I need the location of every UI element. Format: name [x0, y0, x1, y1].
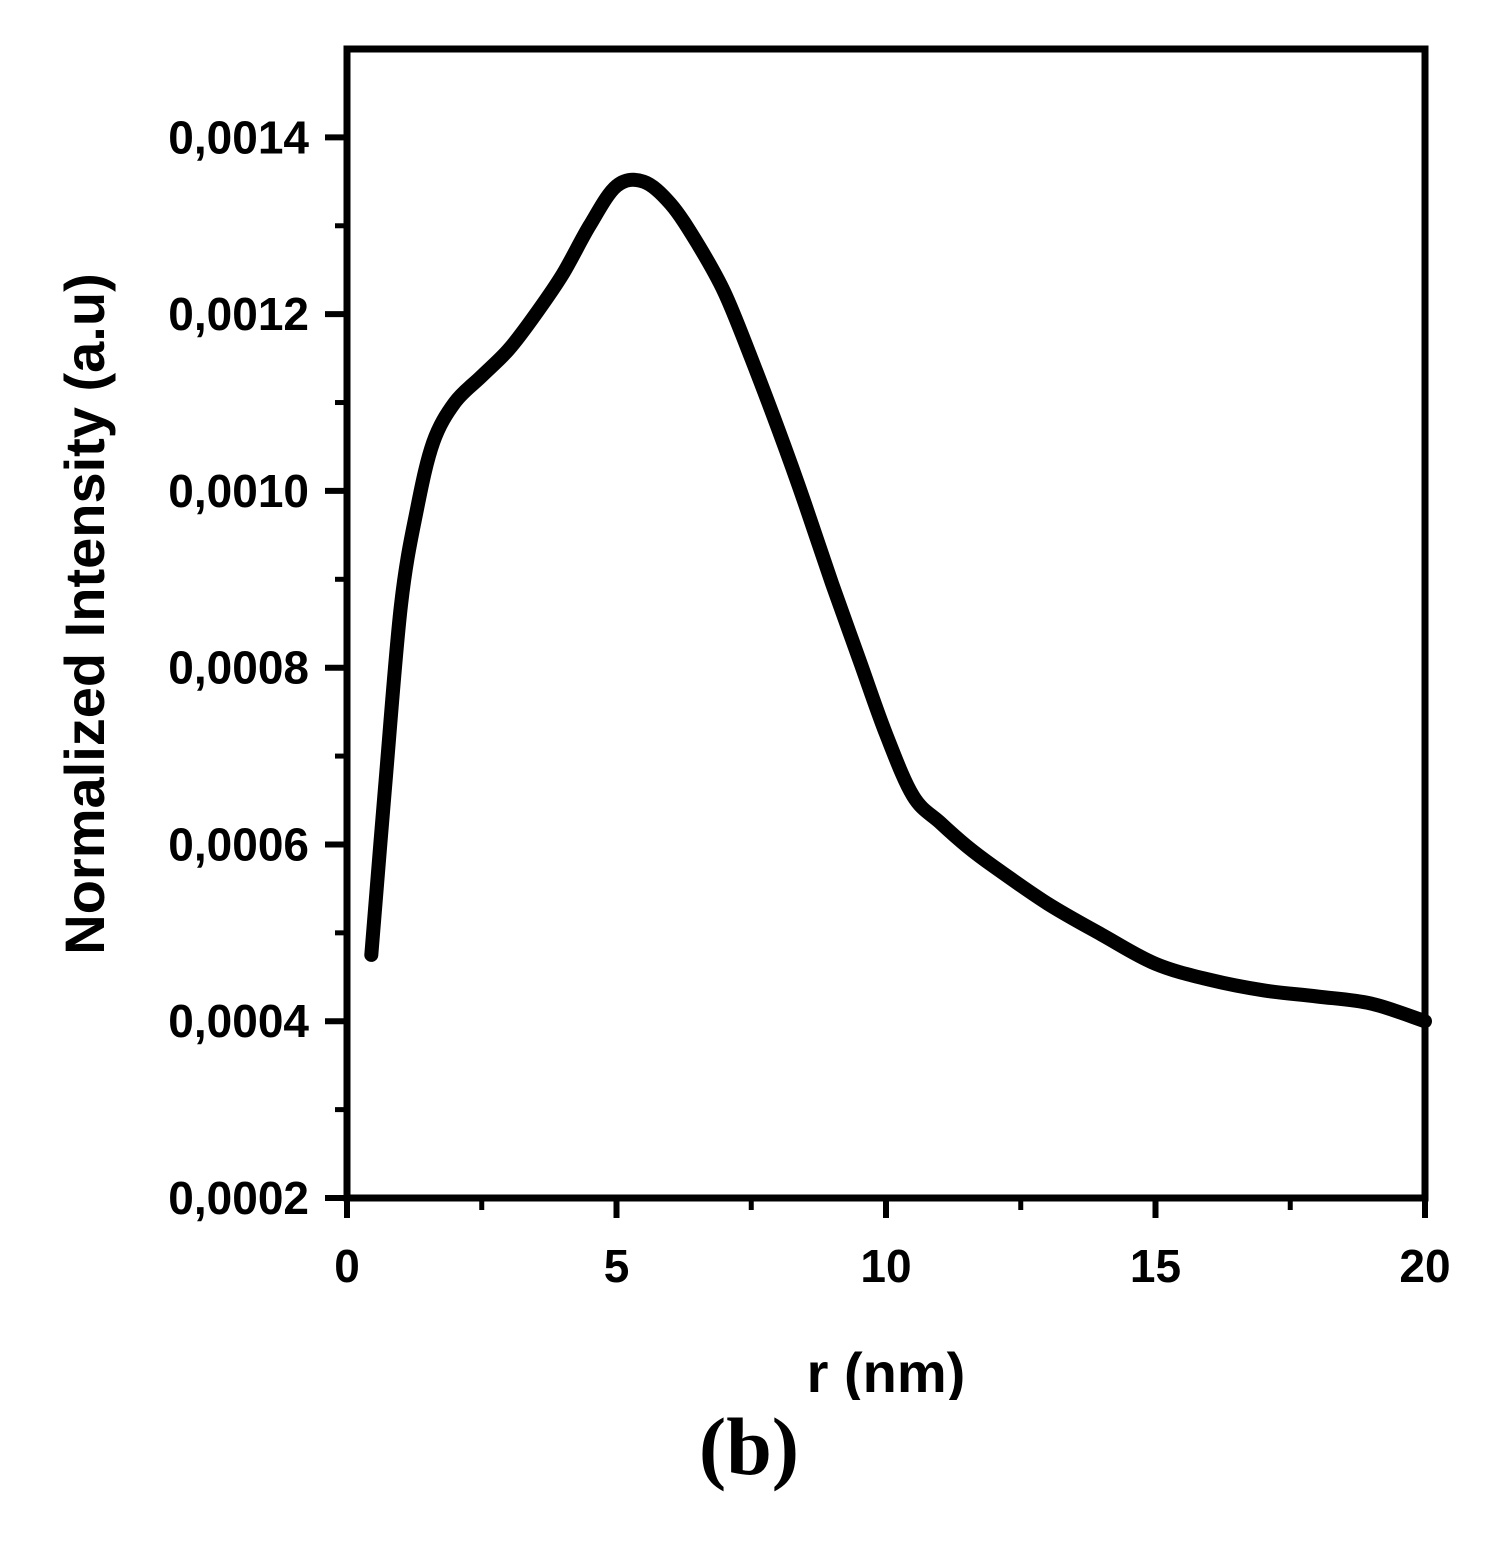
intensity-curve	[364, 172, 1432, 1029]
x-tick-label: 0	[334, 1240, 360, 1292]
y-tick-label: 0,0014	[168, 111, 309, 163]
y-axis-title: Normalized Intensity (a.u)	[53, 273, 116, 954]
x-tick-label: 20	[1399, 1240, 1450, 1292]
y-tick-label: 0,0010	[168, 465, 309, 517]
plot-frame	[343, 45, 1429, 1202]
y-tick-label: 0,0002	[168, 1172, 309, 1224]
y-tick-label: 0,0012	[168, 288, 309, 340]
x-axis-title: r (nm)	[807, 1341, 966, 1400]
line-chart: 0 5 10 15 20 0,0002 0,0004 0,0006 0,0008 0,0010 0,…	[53, 45, 1451, 1400]
x-tick-label: 15	[1130, 1240, 1181, 1292]
y-tick-label: 0,0008	[168, 642, 309, 694]
panel-label: (b)	[698, 1401, 800, 1492]
x-tick-label: 10	[860, 1240, 911, 1292]
y-tick-label: 0,0004	[168, 995, 309, 1047]
x-tick-label: 5	[604, 1240, 630, 1292]
y-tick-label: 0,0006	[168, 818, 309, 870]
